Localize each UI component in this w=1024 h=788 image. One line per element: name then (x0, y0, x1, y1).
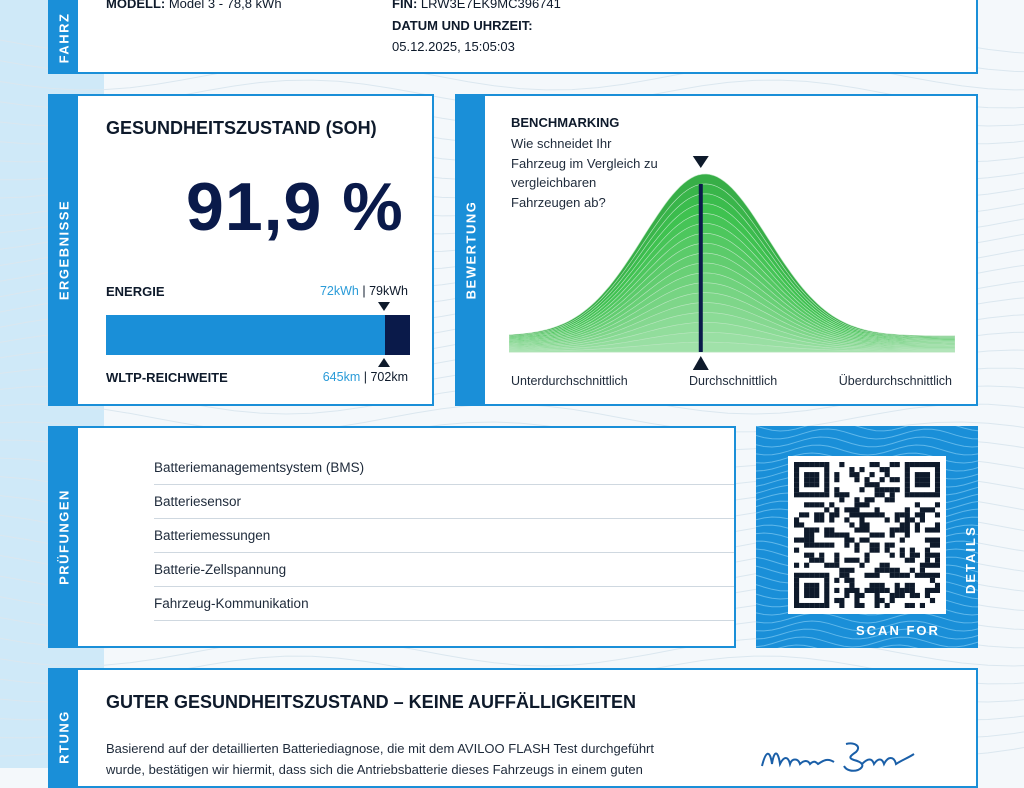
benchmark-label-average: Durchschnittlich (689, 374, 778, 388)
check-label: Fahrzeug-Kommunikation (154, 596, 309, 611)
benchmark-label-below: Unterdurchschnittlich (511, 374, 628, 388)
checks-card: PRÜFUNGEN Batteriemanagementsystem (BMS)… (48, 426, 736, 648)
benchmark-title: BENCHMARKING (511, 115, 620, 130)
curve-band (509, 341, 955, 353)
benchmark-question: Wie schneidet Ihr Fahrzeug im Vergleich … (511, 134, 658, 212)
range-current: 645km (322, 370, 361, 384)
benchmark-distribution-chart (509, 156, 955, 370)
energy-label: ENERGIE (106, 284, 165, 299)
energy-values: 72kWh | 79kWh (320, 284, 408, 298)
benchmark-marker-top (692, 156, 709, 168)
check-label: Batterie-Zellspannung (154, 562, 287, 577)
distribution-curve (509, 173, 955, 353)
check-label: Batteriemanagementsystem (BMS) (154, 460, 365, 475)
check-row: Batteriemanagementsystem (BMS)✓ (154, 450, 734, 485)
energy-separator: | (362, 284, 366, 298)
signature-image (761, 742, 915, 772)
range-separator: | (363, 370, 367, 384)
qr-card[interactable]: SCAN FOR DETAILS (756, 426, 978, 648)
check-label: Batteriemessungen (154, 528, 271, 543)
benchmark-card: BEWERTUNG BENCHMARKING Wie schneidet Ihr… (455, 94, 978, 406)
check-label: Batteriesensor (154, 494, 242, 509)
range-total: 702km (370, 370, 408, 384)
qr-code-frame (788, 456, 946, 614)
datetime-value: 05.12.2025, 15:05:03 (392, 39, 515, 54)
energy-total: 79kWh (369, 284, 408, 298)
soh-title: GESUNDHEITSZUSTAND (SOH) (106, 118, 377, 138)
summary-title: GUTER GESUNDHEITSZUSTAND – KEINE AUFFÄLL… (106, 692, 637, 712)
checks-side-label: PRÜFUNGEN (50, 428, 78, 646)
vehicle-info-card: FAHRZ MODELL: Model 3 - 78,8 kWh FIN: LR… (48, 0, 978, 74)
model-line: MODELL: Model 3 - 78,8 kWh (106, 0, 282, 11)
question-line-1: Wie schneidet Ihr (511, 136, 612, 151)
soh-bar-marker-bottom (378, 358, 390, 367)
summary-side-label: RTUNG (50, 670, 78, 786)
curve-band (509, 331, 955, 353)
qr-scan-label: SCAN FOR (856, 623, 940, 638)
fin-line: FIN: LRW3E7EK9MC396741 (392, 0, 561, 11)
check-row: Batteriesensor✓ (154, 484, 734, 519)
range-label: WLTP-REICHWEITE (106, 370, 228, 385)
benchmark-label-above: Überdurchschnittlich (838, 374, 952, 388)
qr-details-label: DETAILS (963, 525, 978, 594)
model-value: Model 3 - 78,8 kWh (168, 0, 282, 11)
qr-code-icon (794, 462, 940, 608)
check-row: Batteriemessungen✓ (154, 518, 734, 553)
benchmark-marker-bottom (692, 356, 709, 370)
benchmark-side-label: BEWERTUNG (457, 96, 485, 404)
fin-value: LRW3E7EK9MC396741 (420, 0, 561, 11)
fin-label: FIN: (392, 0, 418, 11)
check-row: Fahrzeug-Kommunikation✓ (154, 586, 734, 621)
model-label: MODELL: (106, 0, 166, 11)
soh-bar (106, 315, 410, 355)
question-line-2: Fahrzeug im Vergleich zu (511, 155, 658, 171)
soh-bar-fill (106, 315, 386, 355)
summary-line-2: wurde, bestätigen wir hiermit, dass sich… (106, 762, 643, 777)
datetime-label: DATUM UND UHRZEIT: (392, 18, 533, 33)
energy-current: 72kWh (319, 284, 359, 298)
range-values: 645km | 702km (323, 370, 408, 384)
summary-text: Basierend auf der detaillierten Batterie… (106, 738, 654, 780)
vehicle-side-label: FAHRZ (50, 0, 78, 72)
results-card: ERGEBNISSE GESUNDHEITSZUSTAND (SOH) 91,9… (48, 94, 434, 406)
soh-bar-marker-top (378, 302, 390, 311)
summary-line-1: Basierend auf der detaillierten Batterie… (106, 741, 654, 756)
question-line-3: vergleichbaren (511, 175, 597, 190)
results-side-label: ERGEBNISSE (50, 96, 78, 404)
question-line-4: Fahrzeugen ab? (511, 194, 606, 210)
soh-value: 91,9 % (186, 169, 404, 245)
summary-card: RTUNG GUTER GESUNDHEITSZUSTAND – KEINE A… (48, 668, 978, 788)
check-row: Batterie-Zellspannung✓ (154, 552, 734, 587)
